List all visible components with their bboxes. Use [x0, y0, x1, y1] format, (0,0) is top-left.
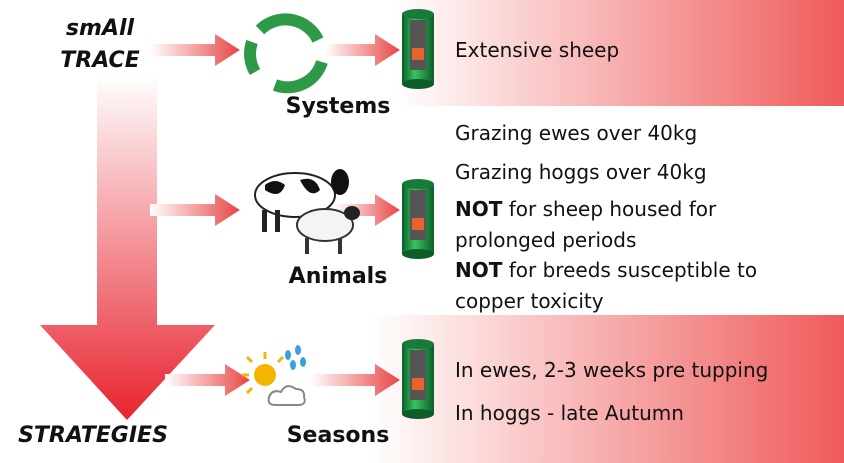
bottle: [402, 9, 434, 89]
page: smAll TRACE STRATEGIES Systems Animals S…: [0, 0, 844, 463]
item: NOT for breeds susceptible to copper tox…: [455, 255, 775, 317]
band: [370, 315, 844, 463]
section-label: Seasons: [287, 423, 390, 448]
section-label: Animals: [289, 264, 388, 289]
brand: STRATEGIES: [18, 423, 168, 448]
item: Extensive sheep: [455, 35, 619, 66]
item: In ewes, 2-3 weeks pre tupping: [455, 355, 768, 386]
weather-icon: [242, 345, 306, 405]
brand: smAll: [66, 16, 134, 41]
animals-icon: [255, 169, 360, 254]
item: Grazing ewes over 40kg: [455, 118, 697, 149]
emphasis: NOT: [455, 197, 502, 221]
item: NOT for sheep housed for prolonged perio…: [455, 194, 775, 256]
cycle-icon: [250, 19, 322, 87]
brand: TRACE: [60, 48, 139, 73]
item: In hoggs - late Autumn: [455, 398, 684, 429]
emphasis: NOT: [455, 258, 502, 282]
bottle: [402, 179, 434, 259]
down-arrow: [40, 75, 215, 420]
bottle: [402, 339, 434, 419]
section-label: Systems: [286, 94, 391, 119]
item: Grazing hoggs over 40kg: [455, 157, 707, 188]
